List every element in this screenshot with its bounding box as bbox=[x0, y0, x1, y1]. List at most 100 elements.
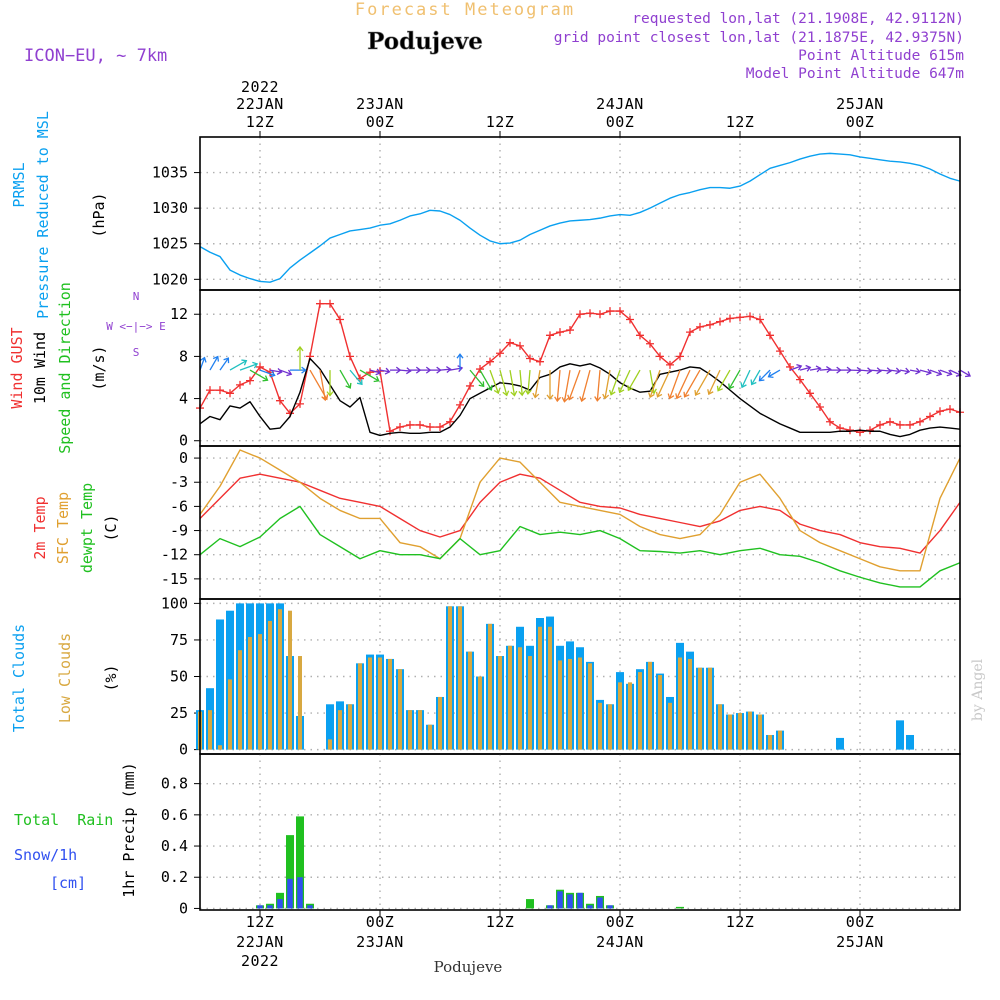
bar-low-clouds bbox=[448, 606, 452, 750]
top-time-label: 12Z bbox=[246, 113, 275, 131]
y-tick-label: 0.2 bbox=[161, 868, 188, 886]
y-tick-label: -9 bbox=[170, 522, 188, 540]
top-time-label: 12Z bbox=[486, 113, 515, 131]
bar-low-clouds bbox=[478, 676, 482, 750]
wind-arrow bbox=[546, 370, 554, 400]
bar-low-clouds bbox=[298, 656, 302, 750]
gust-marker bbox=[946, 405, 954, 414]
y-tick-label: 0.8 bbox=[161, 775, 188, 793]
gust-marker bbox=[246, 376, 254, 385]
dewpt-label: dewpt Temp bbox=[78, 483, 96, 573]
gust-marker bbox=[296, 399, 304, 408]
bottom-time-label: 2022 bbox=[241, 952, 279, 970]
gust-marker bbox=[346, 352, 354, 361]
bottom-time-label: 00Z bbox=[606, 913, 635, 931]
wind-arrow bbox=[740, 369, 751, 389]
bar-low-clouds bbox=[438, 696, 442, 750]
wind-arrow bbox=[326, 370, 334, 397]
compass-south: S bbox=[133, 346, 140, 359]
series-prmsl bbox=[199, 152, 961, 283]
y-tick-label: -6 bbox=[170, 497, 188, 515]
gust-marker bbox=[336, 315, 344, 324]
wind-arrow bbox=[410, 366, 422, 374]
bar-total-rain bbox=[286, 835, 294, 909]
bar-snow-1h bbox=[547, 905, 553, 909]
gust-marker bbox=[516, 341, 524, 350]
bar-low-clouds bbox=[518, 647, 522, 750]
bar-low-clouds bbox=[418, 710, 422, 750]
y-tick-label: 8 bbox=[179, 347, 188, 365]
gust-marker bbox=[456, 400, 464, 409]
y-tick-label: -3 bbox=[170, 473, 188, 491]
bar-total-rain bbox=[296, 816, 304, 909]
y-tick-label: 100 bbox=[161, 594, 188, 612]
bar-low-clouds bbox=[758, 714, 762, 750]
pressure-label-1: PRMSL bbox=[10, 162, 28, 207]
gust-marker bbox=[646, 339, 654, 348]
gust-marker bbox=[536, 357, 544, 366]
bar-low-clouds bbox=[488, 623, 492, 750]
wind-arrow bbox=[430, 366, 442, 374]
precip-axis-label: 1hr Precip (mm) bbox=[120, 762, 138, 897]
cloud-labels: Total Clouds Low Clouds (%) bbox=[10, 624, 120, 732]
gust-marker bbox=[776, 347, 784, 356]
gust-label: Wind GUST bbox=[8, 327, 26, 408]
wind-arrow bbox=[579, 369, 591, 403]
bottom-time-label: 12Z bbox=[726, 913, 755, 931]
bar-low-clouds bbox=[648, 661, 652, 750]
bar-low-clouds bbox=[388, 658, 392, 750]
y-tick-label: 1025 bbox=[152, 235, 188, 253]
footer-location: Podujeve bbox=[434, 958, 503, 976]
bar-total-clouds bbox=[836, 737, 844, 750]
series-2m-temp bbox=[199, 473, 961, 554]
gust-marker bbox=[406, 420, 414, 429]
wind-arrow bbox=[239, 361, 259, 371]
wind-arrow bbox=[889, 367, 901, 375]
top-time-label: 24JAN bbox=[596, 95, 644, 113]
wind-label: 10m Wind bbox=[31, 332, 49, 404]
wind-arrow bbox=[859, 367, 873, 375]
gust-marker bbox=[706, 320, 714, 329]
bar-low-clouds bbox=[408, 710, 412, 750]
gust-marker bbox=[326, 299, 334, 308]
wind-arrow bbox=[716, 369, 731, 392]
wind-arrow bbox=[919, 368, 932, 376]
bar-low-clouds bbox=[358, 663, 362, 750]
panel-frame bbox=[199, 753, 961, 911]
gust-marker bbox=[446, 417, 454, 426]
bar-snow-1h bbox=[277, 899, 283, 909]
wind-arrow bbox=[269, 368, 283, 375]
wind-arrow bbox=[390, 366, 402, 374]
gust-marker bbox=[756, 315, 764, 324]
gust-marker bbox=[686, 328, 694, 337]
gust-marker bbox=[426, 423, 434, 432]
gust-marker bbox=[616, 307, 624, 316]
wind-labels: Wind GUST 10m Wind Speed and Direction (… bbox=[8, 282, 166, 454]
compass-we: W <−|−> E bbox=[106, 320, 166, 333]
bar-low-clouds bbox=[588, 663, 592, 750]
wind-arrow bbox=[499, 369, 510, 397]
bar-low-clouds bbox=[368, 657, 372, 750]
gust-marker bbox=[926, 412, 934, 421]
bar-snow-1h bbox=[577, 892, 583, 909]
wind-arrow bbox=[456, 353, 464, 371]
wind-arrow bbox=[199, 356, 207, 371]
bar-low-clouds bbox=[278, 609, 282, 750]
gust-marker bbox=[636, 331, 644, 340]
point-altitude: Point Altitude 615m bbox=[798, 48, 964, 64]
gust-marker bbox=[506, 338, 514, 347]
precip-labels: Total Rain Snow/1h [cm] 1hr Precip (mm) bbox=[14, 762, 138, 897]
bar-low-clouds bbox=[328, 739, 332, 750]
wind-arrow bbox=[809, 365, 822, 373]
wind-arrow bbox=[554, 370, 562, 403]
gust-marker bbox=[696, 322, 704, 331]
gust-marker bbox=[586, 309, 594, 318]
bar-low-clouds bbox=[708, 667, 712, 750]
wind-arrow bbox=[279, 369, 293, 377]
wind-arrow bbox=[420, 366, 432, 374]
wind-arrow bbox=[655, 369, 671, 398]
wind-arrow bbox=[489, 369, 501, 395]
bar-low-clouds bbox=[378, 657, 382, 750]
gust-marker bbox=[886, 417, 894, 426]
gust-marker bbox=[876, 420, 884, 429]
